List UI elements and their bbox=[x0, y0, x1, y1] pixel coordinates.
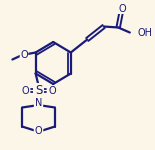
Text: O: O bbox=[48, 85, 56, 96]
Text: O: O bbox=[35, 126, 42, 136]
Text: O: O bbox=[118, 3, 126, 14]
Text: S: S bbox=[35, 84, 42, 97]
Text: O: O bbox=[21, 85, 29, 96]
Text: O: O bbox=[20, 50, 28, 60]
Text: OH: OH bbox=[137, 28, 153, 39]
Text: N: N bbox=[35, 98, 42, 108]
